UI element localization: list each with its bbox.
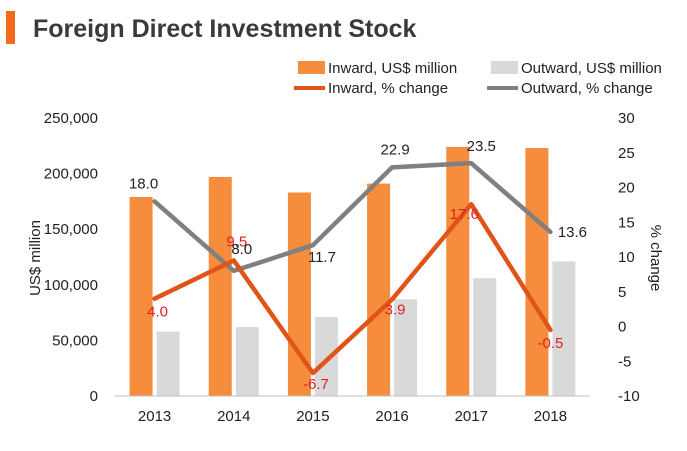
y-tick-left: 50,000 xyxy=(52,332,98,349)
y-axis-title-right: % change xyxy=(647,225,664,292)
bar-outward xyxy=(552,261,576,396)
y-tick-left: 100,000 xyxy=(44,277,98,294)
plot-area: 0 50,000 100,000 150,000 200,000 250,000 -10 -5… xyxy=(44,110,640,425)
chart-title: Foreign Direct Investment Stock xyxy=(33,15,417,43)
x-tick: 2013 xyxy=(138,408,171,425)
y-axis-title-left: US$ million xyxy=(27,220,44,296)
data-label-inward-change: -6.7 xyxy=(303,376,329,393)
bar-inward xyxy=(129,196,153,396)
legend-label-outward-line: Outward, % change xyxy=(521,80,653,97)
y-tick-left: 150,000 xyxy=(44,221,98,238)
data-label-inward-change: 17.6 xyxy=(450,206,479,223)
y-tick-right: 10 xyxy=(618,249,635,266)
data-label-outward-change: 23.5 xyxy=(467,138,496,155)
bar-inward xyxy=(525,148,549,396)
bar-inward xyxy=(367,183,391,396)
line-inward-change xyxy=(152,201,553,376)
legend-swatch-outward-bar xyxy=(491,61,518,74)
data-label-inward-change: 4.0 xyxy=(147,304,168,321)
bar-outward xyxy=(473,278,497,396)
x-tick: 2016 xyxy=(375,408,408,425)
legend-label-outward-bar: Outward, US$ million xyxy=(521,60,662,77)
legend-swatch-inward-bar xyxy=(298,61,325,74)
y-tick-left: 200,000 xyxy=(44,166,98,183)
data-label-outward-change: 22.9 xyxy=(380,141,409,158)
legend: Inward, US$ million Outward, US$ million… xyxy=(294,60,662,97)
y-tick-left: 250,000 xyxy=(44,110,98,127)
data-label-inward-change: 9.5 xyxy=(226,233,247,250)
legend-label-inward-bar: Inward, US$ million xyxy=(328,60,457,77)
y-tick-right: -5 xyxy=(618,353,631,370)
y-tick-right: -10 xyxy=(618,388,640,405)
y-tick-right: 20 xyxy=(618,180,635,197)
x-tick: 2017 xyxy=(455,408,488,425)
bar-outward xyxy=(156,331,180,396)
bar-inward xyxy=(446,146,470,396)
data-label-outward-change: 8.0 xyxy=(231,241,252,258)
bar-outward xyxy=(314,317,338,396)
data-label-inward-change: -0.5 xyxy=(537,335,563,352)
y-tick-right: 15 xyxy=(618,214,635,231)
x-tick: 2014 xyxy=(217,408,250,425)
bar-outward xyxy=(235,327,259,396)
title-accent-bar xyxy=(6,11,15,44)
legend-label-inward-line: Inward, % change xyxy=(328,80,448,97)
y-tick-right: 0 xyxy=(618,319,626,336)
y-tick-right: 5 xyxy=(618,284,626,301)
y-tick-right: 25 xyxy=(618,145,635,162)
line-outward-change xyxy=(152,160,553,274)
y-tick-left: 0 xyxy=(90,388,98,405)
data-label-outward-change: 18.0 xyxy=(129,175,158,192)
x-tick: 2015 xyxy=(296,408,329,425)
bar-inward xyxy=(208,176,232,396)
y-tick-right: 30 xyxy=(618,110,635,127)
data-label-inward-change: 3.9 xyxy=(385,301,406,318)
bar-outward xyxy=(394,299,418,396)
data-label-outward-change: 13.6 xyxy=(558,224,587,241)
x-tick: 2018 xyxy=(534,408,567,425)
data-label-outward-change: 11.7 xyxy=(308,249,336,266)
